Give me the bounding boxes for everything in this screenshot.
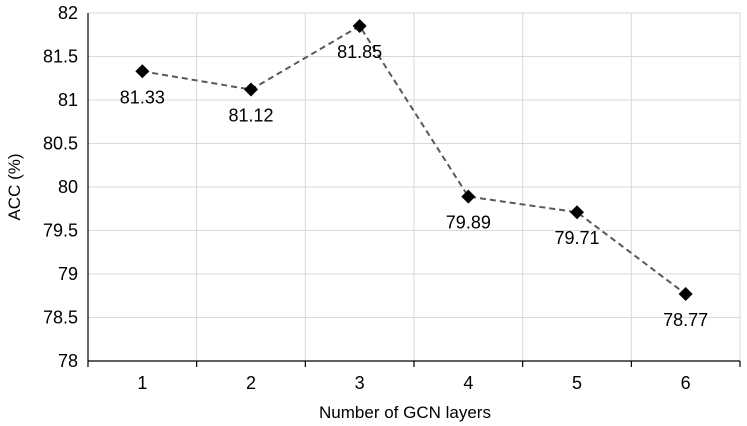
- series-line: [142, 24, 687, 295]
- data-label: 81.33: [120, 87, 165, 107]
- data-point-marker: [244, 82, 258, 97]
- x-tick-label: 4: [463, 373, 473, 393]
- y-tick-label: 79.5: [43, 221, 78, 241]
- data-point-marker: [135, 64, 150, 79]
- series: [135, 19, 693, 302]
- y-tick-labels: 78 78.5 79 79.5 80 80.5 81 81.5 82: [43, 3, 78, 371]
- x-tick-label: 3: [355, 373, 365, 393]
- data-label: 79.89: [446, 213, 491, 233]
- data-label: 81.12: [228, 106, 273, 126]
- x-axis-title: Number of GCN layers: [319, 403, 491, 422]
- y-tick-label: 78.5: [43, 308, 78, 328]
- data-label: 78.77: [663, 310, 708, 330]
- gridlines: [88, 12, 741, 361]
- data-point-marker: [570, 205, 584, 220]
- y-axis-title: ACC (%): [5, 153, 24, 220]
- x-tick-label: 6: [681, 373, 691, 393]
- y-tick-label: 79: [58, 264, 78, 284]
- data-point-marker: [352, 19, 367, 34]
- data-label: 79.71: [554, 228, 599, 248]
- y-tick-label: 82: [58, 3, 78, 23]
- x-tick-label: 5: [572, 373, 582, 393]
- x-tick-label: 2: [246, 373, 256, 393]
- y-tick-label: 81.5: [43, 47, 78, 67]
- data-point-marker: [678, 287, 693, 302]
- y-tick-label: 81: [58, 90, 78, 110]
- data-labels: 81.33 81.12 81.85 79.89 79.71 78.77: [120, 42, 708, 330]
- data-label: 81.85: [337, 42, 382, 62]
- y-tick-label: 80.5: [43, 134, 78, 154]
- data-point-marker: [461, 189, 476, 204]
- x-tick-label: 1: [137, 373, 147, 393]
- x-tick-labels: 1 2 3 4 5 6: [137, 373, 690, 393]
- y-tick-label: 80: [58, 177, 78, 197]
- axes: [87, 13, 741, 367]
- y-tick-label: 78: [58, 351, 78, 371]
